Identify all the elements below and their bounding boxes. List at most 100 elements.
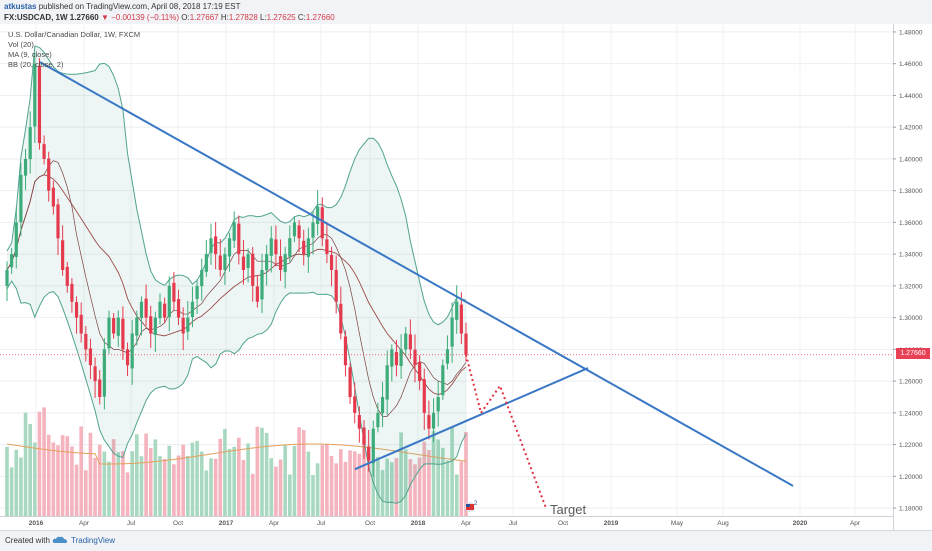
candle-body bbox=[56, 204, 60, 239]
bollinger-lower-band bbox=[6, 280, 467, 504]
legend-bb[interactable]: BB (20, close, 2) bbox=[8, 60, 64, 69]
time-tick-label: 2018 bbox=[411, 520, 426, 527]
price-tick-label: 1.38000 bbox=[899, 188, 923, 195]
tradingview-brand-link[interactable]: TradingView bbox=[71, 536, 116, 545]
time-tick-label: Oct bbox=[365, 520, 375, 527]
volume-bar bbox=[269, 458, 274, 516]
price-tick-label: 1.36000 bbox=[899, 220, 923, 227]
author-link[interactable]: atkustas bbox=[4, 2, 37, 11]
candle-body bbox=[251, 253, 255, 286]
candle bbox=[130, 319, 134, 385]
quote-line: FX:USDCAD, 1W 1.27660 ▼ −0.00139 (−0.11%… bbox=[4, 13, 335, 22]
volume-bar bbox=[51, 442, 56, 516]
price-tick-label: 1.22000 bbox=[899, 442, 923, 449]
candle bbox=[176, 289, 181, 326]
time-tick-label: Apr bbox=[269, 520, 280, 527]
low-label: L: bbox=[260, 13, 267, 22]
time-tick-label: 2019 bbox=[604, 520, 619, 527]
price-axis[interactable]: 1.48000 1.46000 1.44000 1.42000 1.40000 1.380… bbox=[893, 24, 932, 530]
candle bbox=[367, 429, 371, 472]
volume-bar bbox=[260, 427, 264, 516]
candle-body bbox=[427, 415, 431, 429]
legend-title[interactable]: U.S. Dollar/Canadian Dollar, 1W, FXCM bbox=[8, 30, 141, 39]
volume-bar bbox=[199, 451, 204, 516]
price-tick-label: 1.44000 bbox=[899, 93, 923, 100]
candle bbox=[23, 149, 28, 191]
upper-trendline bbox=[39, 61, 794, 487]
candle bbox=[251, 246, 255, 302]
candle-body bbox=[10, 254, 14, 268]
volume-bar bbox=[176, 455, 181, 516]
price-tick-label: 1.34000 bbox=[899, 252, 923, 259]
candle-body bbox=[19, 174, 23, 223]
candle bbox=[445, 335, 450, 370]
candle-body bbox=[42, 144, 46, 159]
volume-bar bbox=[74, 464, 79, 516]
trendline-drawings[interactable] bbox=[39, 61, 794, 509]
candle-body bbox=[65, 266, 69, 286]
candle bbox=[283, 246, 287, 289]
candle bbox=[102, 338, 106, 410]
candle bbox=[163, 297, 167, 323]
candle bbox=[121, 306, 125, 360]
volume-bar bbox=[237, 437, 241, 516]
flag-canton bbox=[466, 504, 470, 507]
time-tick-label: Jul bbox=[127, 520, 136, 527]
candle-body bbox=[70, 283, 74, 302]
candle-body bbox=[371, 428, 375, 464]
candle-body bbox=[394, 351, 399, 366]
candle bbox=[65, 261, 69, 293]
legend-ma[interactable]: MA (9, close) bbox=[8, 50, 52, 59]
price-chart[interactable]: 1.48000 1.46000 1.44000 1.42000 1.40000 1.380… bbox=[0, 24, 932, 530]
volume-bar bbox=[19, 457, 23, 516]
candle bbox=[306, 227, 310, 273]
volume-bar bbox=[158, 456, 162, 516]
candle-body bbox=[153, 317, 157, 335]
us-flag-icon: 2 bbox=[465, 501, 478, 512]
volume-bar bbox=[5, 446, 9, 516]
bollinger-basis bbox=[6, 174, 467, 396]
candle-body bbox=[135, 317, 139, 336]
candle bbox=[362, 420, 366, 459]
volume-bar bbox=[325, 444, 329, 516]
candle bbox=[269, 226, 273, 273]
candle bbox=[325, 221, 329, 264]
candle-body bbox=[320, 207, 324, 239]
candle bbox=[153, 311, 157, 352]
volume-bar bbox=[339, 449, 343, 516]
time-tick-label: May bbox=[671, 520, 684, 527]
volume-bar bbox=[33, 442, 37, 516]
volume-bar bbox=[116, 452, 121, 516]
volume-bar bbox=[459, 461, 464, 516]
volume-bar bbox=[315, 463, 320, 516]
volume-bar bbox=[288, 474, 292, 516]
volume-bar bbox=[130, 451, 134, 516]
candle-body bbox=[139, 301, 144, 319]
candle bbox=[232, 211, 236, 248]
volume-bar bbox=[70, 446, 74, 516]
legend-volume[interactable]: Vol (20) bbox=[8, 40, 34, 49]
volume-bar bbox=[84, 470, 88, 516]
time-axis[interactable]: 2016 Apr Jul Oct 2017 Apr Jul Oct 2018 Apr Jul Oct 2… bbox=[0, 516, 893, 528]
time-tick-label: Apr bbox=[461, 520, 472, 527]
candle-body bbox=[47, 158, 51, 191]
time-tick-label: Jul bbox=[509, 520, 518, 527]
volume-bar bbox=[46, 434, 51, 516]
volume-bar bbox=[408, 459, 413, 516]
bollinger-upper-band bbox=[6, 45, 467, 326]
volume-bar bbox=[79, 426, 83, 516]
volume-bar bbox=[371, 463, 376, 516]
volume-bar bbox=[218, 438, 223, 516]
candle bbox=[93, 357, 97, 398]
price-tick-label: 1.20000 bbox=[899, 474, 923, 481]
volume-bars bbox=[5, 407, 468, 516]
publication-line: atkustas published on TradingView.com, A… bbox=[4, 2, 240, 11]
candle bbox=[316, 190, 320, 236]
candle-body bbox=[209, 238, 213, 253]
volume-bar bbox=[427, 450, 431, 516]
symbol-label[interactable]: FX:USDCAD, 1W bbox=[4, 13, 68, 22]
candle bbox=[125, 342, 130, 376]
candle-body bbox=[190, 301, 195, 317]
tradingview-logo-icon[interactable] bbox=[52, 535, 68, 547]
candle-body bbox=[408, 334, 412, 350]
